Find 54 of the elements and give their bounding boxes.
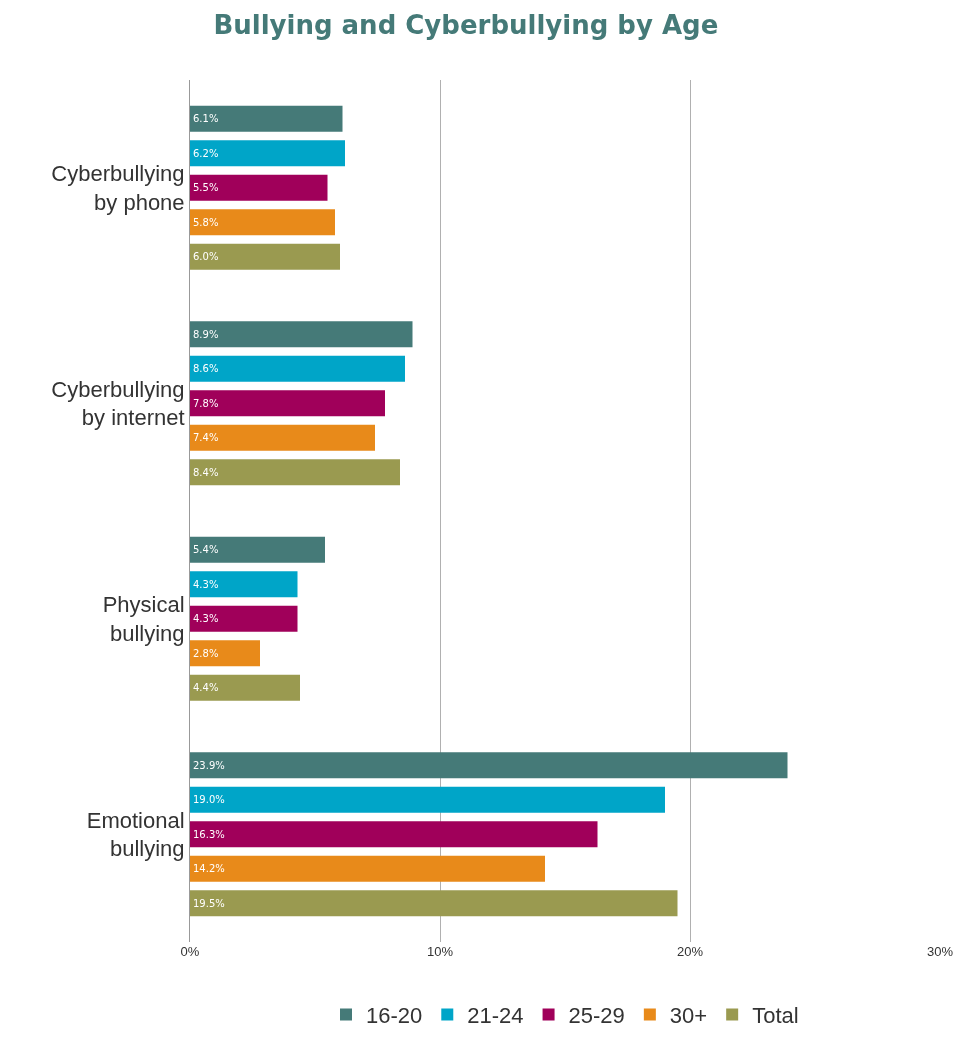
x-tick-label: 30% — [926, 944, 954, 959]
chart-title: Bullying and Cyberbullying by Age — [213, 9, 719, 40]
legend-label: 16-20 — [366, 1003, 423, 1029]
bar — [190, 890, 678, 917]
bar — [190, 321, 413, 348]
data-label: 14.2% — [193, 863, 225, 875]
bar — [190, 174, 328, 201]
data-label: 6.2% — [193, 147, 219, 159]
y-tick-label: Emotional bullying — [86, 807, 185, 862]
data-label: 8.6% — [193, 363, 219, 375]
data-label: 8.4% — [193, 466, 219, 478]
legend-label: Total — [752, 1003, 799, 1029]
bar — [190, 105, 343, 132]
x-tick-label: 10% — [426, 944, 454, 959]
x-tick-label: 0% — [180, 944, 200, 959]
bar — [190, 140, 345, 167]
legend-label: 21-24 — [467, 1003, 524, 1029]
bar — [190, 674, 300, 701]
bar — [190, 752, 788, 779]
y-tick-label: Cyberbullying by phone — [51, 161, 185, 215]
bar — [190, 571, 298, 598]
bar — [190, 243, 340, 270]
data-label: 4.4% — [193, 682, 219, 694]
bar — [190, 855, 545, 882]
data-label: 4.3% — [193, 613, 219, 625]
data-label: 6.0% — [193, 251, 219, 263]
data-label: 16.3% — [193, 828, 225, 840]
data-label: 7.8% — [193, 397, 219, 409]
legend-label: 25-29 — [568, 1003, 625, 1029]
data-label: 19.0% — [193, 794, 225, 806]
bar — [190, 536, 325, 563]
bar — [190, 390, 385, 417]
bar — [190, 605, 298, 632]
data-label: 19.5% — [193, 897, 225, 909]
y-tick-label: Physical bullying — [102, 592, 185, 646]
data-label: 7.4% — [193, 432, 219, 444]
bar — [190, 640, 260, 667]
data-label: 5.4% — [193, 544, 219, 556]
bar — [190, 424, 375, 451]
y-tick-label: Cyberbullying by internet — [51, 376, 185, 431]
data-label: 4.3% — [193, 578, 219, 590]
bar — [190, 209, 335, 236]
data-label: 6.1% — [193, 113, 219, 125]
x-tick-label: 20% — [676, 944, 704, 959]
data-label: 5.8% — [193, 216, 219, 228]
legend-label: 30+ — [669, 1003, 708, 1029]
data-label: 8.9% — [193, 328, 219, 340]
bar — [190, 786, 665, 813]
data-label: 2.8% — [193, 647, 219, 659]
bar — [190, 821, 598, 848]
bar — [190, 355, 405, 382]
bar — [190, 459, 400, 486]
data-label: 5.5% — [193, 182, 219, 194]
data-label: 23.9% — [193, 759, 225, 771]
